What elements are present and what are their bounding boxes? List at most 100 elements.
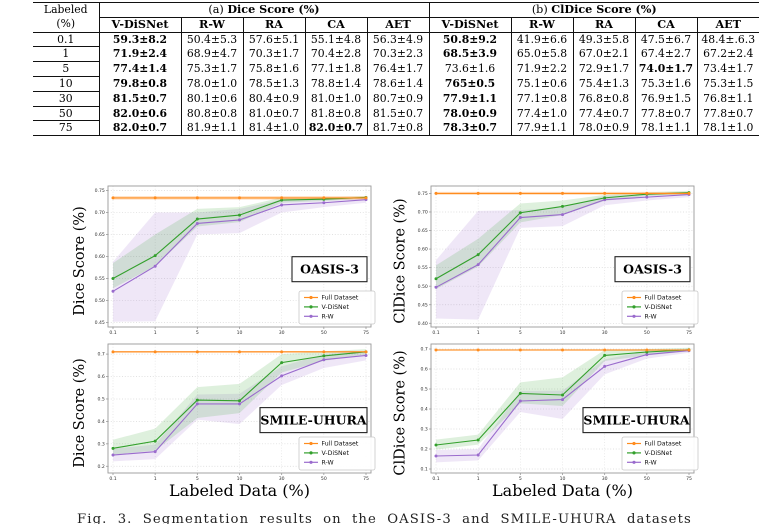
row-label: 30 <box>33 91 100 107</box>
col-header-r-w: R-W <box>180 17 243 33</box>
table-row: 75 82.0±0.7 81.9±1.1 81.4±1.0 82.0±0.7 81.7±0… <box>33 120 759 137</box>
score-cell: 75.4±1.3 <box>572 76 635 92</box>
legend-label: V-DiSNet <box>645 450 673 457</box>
ylabel-text: ClDice Score (%) <box>393 350 409 476</box>
legend: Full Dataset V-DiSNet R-W <box>621 436 699 471</box>
series-rw <box>111 198 368 293</box>
series-full <box>111 196 368 200</box>
x-tick-label: 0.1 <box>109 476 116 482</box>
confidence-band-rw <box>113 350 366 462</box>
score-cell: 73.4±1.7 <box>696 61 759 77</box>
score-cell: 77.8±0.7 <box>634 106 697 121</box>
score-cell: 65.0±5.8 <box>510 46 573 62</box>
legend-label: V-DiSNet <box>645 304 673 311</box>
score-cell: 78.6±1.4 <box>366 76 429 92</box>
y-tick-label: 0.2 <box>420 447 427 453</box>
legend-label: Full Dataset <box>322 441 359 448</box>
series-rw <box>434 193 691 289</box>
score-cell: 77.9±1.1 <box>428 91 511 107</box>
score-cell: 82.0±0.7 <box>304 120 367 137</box>
x-tick-label: 10 <box>560 476 566 482</box>
score-cell: 75.3±1.7 <box>180 61 243 77</box>
score-cell: 77.4±1.0 <box>510 106 573 121</box>
score-cell: 75.3±1.5 <box>696 76 759 92</box>
score-cell: 77.8±0.7 <box>696 106 759 121</box>
y-tick-label: 0.6 <box>97 374 104 380</box>
score-cell: 70.3±2.3 <box>366 46 429 62</box>
confidence-band-rw <box>436 348 689 463</box>
table-row: 50 82.0±0.6 80.8±0.8 81.0±0.7 81.8±0.8 81.5±0… <box>33 106 759 122</box>
confidence-band-vdisnet <box>436 190 689 290</box>
x-tick-label: 1 <box>477 476 480 482</box>
score-cell: 81.0±1.0 <box>304 91 367 107</box>
score-cell: 81.9±1.1 <box>180 120 243 137</box>
col-header-v-disnet: V-DiSNet <box>428 17 511 33</box>
y-tick-label: 0.40 <box>418 321 428 327</box>
x-tick-label: 5 <box>196 330 199 336</box>
x-tick-label: 0.1 <box>432 330 439 336</box>
xlabel-left: Labeled Data (%) <box>169 481 310 500</box>
results-table: Labeled (%) (a) Dice Score (%) (b) ClDice S… <box>33 2 759 137</box>
table-row: 5 77.4±1.4 75.3±1.7 75.8±1.6 77.1±1.8 76.4±1.… <box>33 61 759 77</box>
score-cell: 68.5±3.9 <box>428 46 511 62</box>
score-cell: 78.3±0.7 <box>428 120 511 137</box>
x-tick-label: 10 <box>237 330 243 336</box>
score-cell: 78.1±1.0 <box>696 120 759 137</box>
legend-label: Full Dataset <box>322 295 359 302</box>
score-cell: 73.6±1.6 <box>428 61 511 77</box>
score-cell: 765±0.5 <box>428 76 511 92</box>
chart-oasis3-dice: 0.45 0.50 0.55 0.60 0.65 0.70 0.75 0.1 1 5 10 30 50 7… <box>86 182 376 344</box>
x-tick-label: 30 <box>602 330 608 336</box>
score-cell: 81.4±1.0 <box>242 120 305 137</box>
row-label: 50 <box>33 106 100 122</box>
chart-svg-smile-dice: 0.2 0.3 0.4 0.5 0.6 0.7 0.1 1 5 10 30 50 75 SMILE-UHU… <box>97 343 376 482</box>
chart-oasis3-cldice: 0.40 0.45 0.50 0.55 0.60 0.65 0.70 0.75 0.1 1 5 10 3… <box>409 182 699 344</box>
x-tick-label: 5 <box>196 476 199 482</box>
score-cell: 80.7±0.9 <box>366 91 429 107</box>
chart-svg-oasis3-dice: 0.45 0.50 0.55 0.60 0.65 0.70 0.75 0.1 1 5 10 30 50 7… <box>95 185 376 336</box>
score-cell: 82.0±0.6 <box>112 106 168 120</box>
score-cell: 50.8±9.2 <box>428 32 511 47</box>
y-tick-label: 0.5 <box>97 397 104 403</box>
col-header-r-w: R-W <box>510 17 573 33</box>
legend: Full Dataset V-DiSNet R-W <box>298 436 376 471</box>
ylabel-cldice-bottom: ClDice Score (%) <box>391 340 411 486</box>
score-cell: 81.8±0.8 <box>304 106 367 121</box>
x-tick-label: 30 <box>279 476 285 482</box>
series-full <box>434 348 691 352</box>
score-cell: 78.5±1.3 <box>242 76 305 92</box>
section-header-dice: (a) Dice Score (%) <box>99 2 429 18</box>
x-tick-label: 5 <box>519 476 522 482</box>
dataset-label-box: SMILE-UHURA <box>259 407 368 434</box>
col-header-aet: AET <box>366 17 429 33</box>
col-header-ca: CA <box>634 17 697 33</box>
y-tick-label: 0.75 <box>95 188 105 194</box>
score-cell: 67.2±2.4 <box>696 46 759 62</box>
score-cell: 78.0±0.9 <box>572 120 635 137</box>
score-cell: 78.8±1.4 <box>304 76 367 92</box>
score-cell: 59.3±8.2 <box>112 32 168 46</box>
y-tick-label: 0.65 <box>418 228 428 234</box>
series-full <box>434 191 691 195</box>
y-tick-label: 0.3 <box>97 441 104 447</box>
y-tick-label: 0.6 <box>420 367 427 373</box>
table-row: 30 81.5±0.7 80.1±0.6 80.4±0.9 81.0±1.0 80.7±0… <box>33 91 759 107</box>
score-cell: 55.1±4.8 <box>304 32 367 47</box>
score-cell: 77.4±1.4 <box>112 62 168 76</box>
row-label: 0.1 <box>33 32 100 48</box>
x-tick-label: 75 <box>363 476 369 482</box>
x-tick-label: 30 <box>602 476 608 482</box>
score-cell: 78.1±1.1 <box>634 120 697 137</box>
score-cell: 76.9±1.5 <box>634 91 697 107</box>
score-cell: 80.4±0.9 <box>242 91 305 107</box>
y-tick-label: 0.4 <box>420 407 427 413</box>
score-cell: 68.9±4.7 <box>180 46 243 62</box>
score-cell: 76.8±1.1 <box>696 91 759 107</box>
dataset-label-text: OASIS-3 <box>623 261 682 276</box>
y-tick-label: 0.45 <box>95 320 105 326</box>
legend: Full Dataset V-DiSNet R-W <box>621 290 699 325</box>
score-cell: 75.3±1.6 <box>634 76 697 92</box>
y-tick-label: 0.2 <box>97 464 104 470</box>
x-tick-label: 50 <box>321 476 327 482</box>
score-cell: 71.9±2.2 <box>510 61 573 77</box>
